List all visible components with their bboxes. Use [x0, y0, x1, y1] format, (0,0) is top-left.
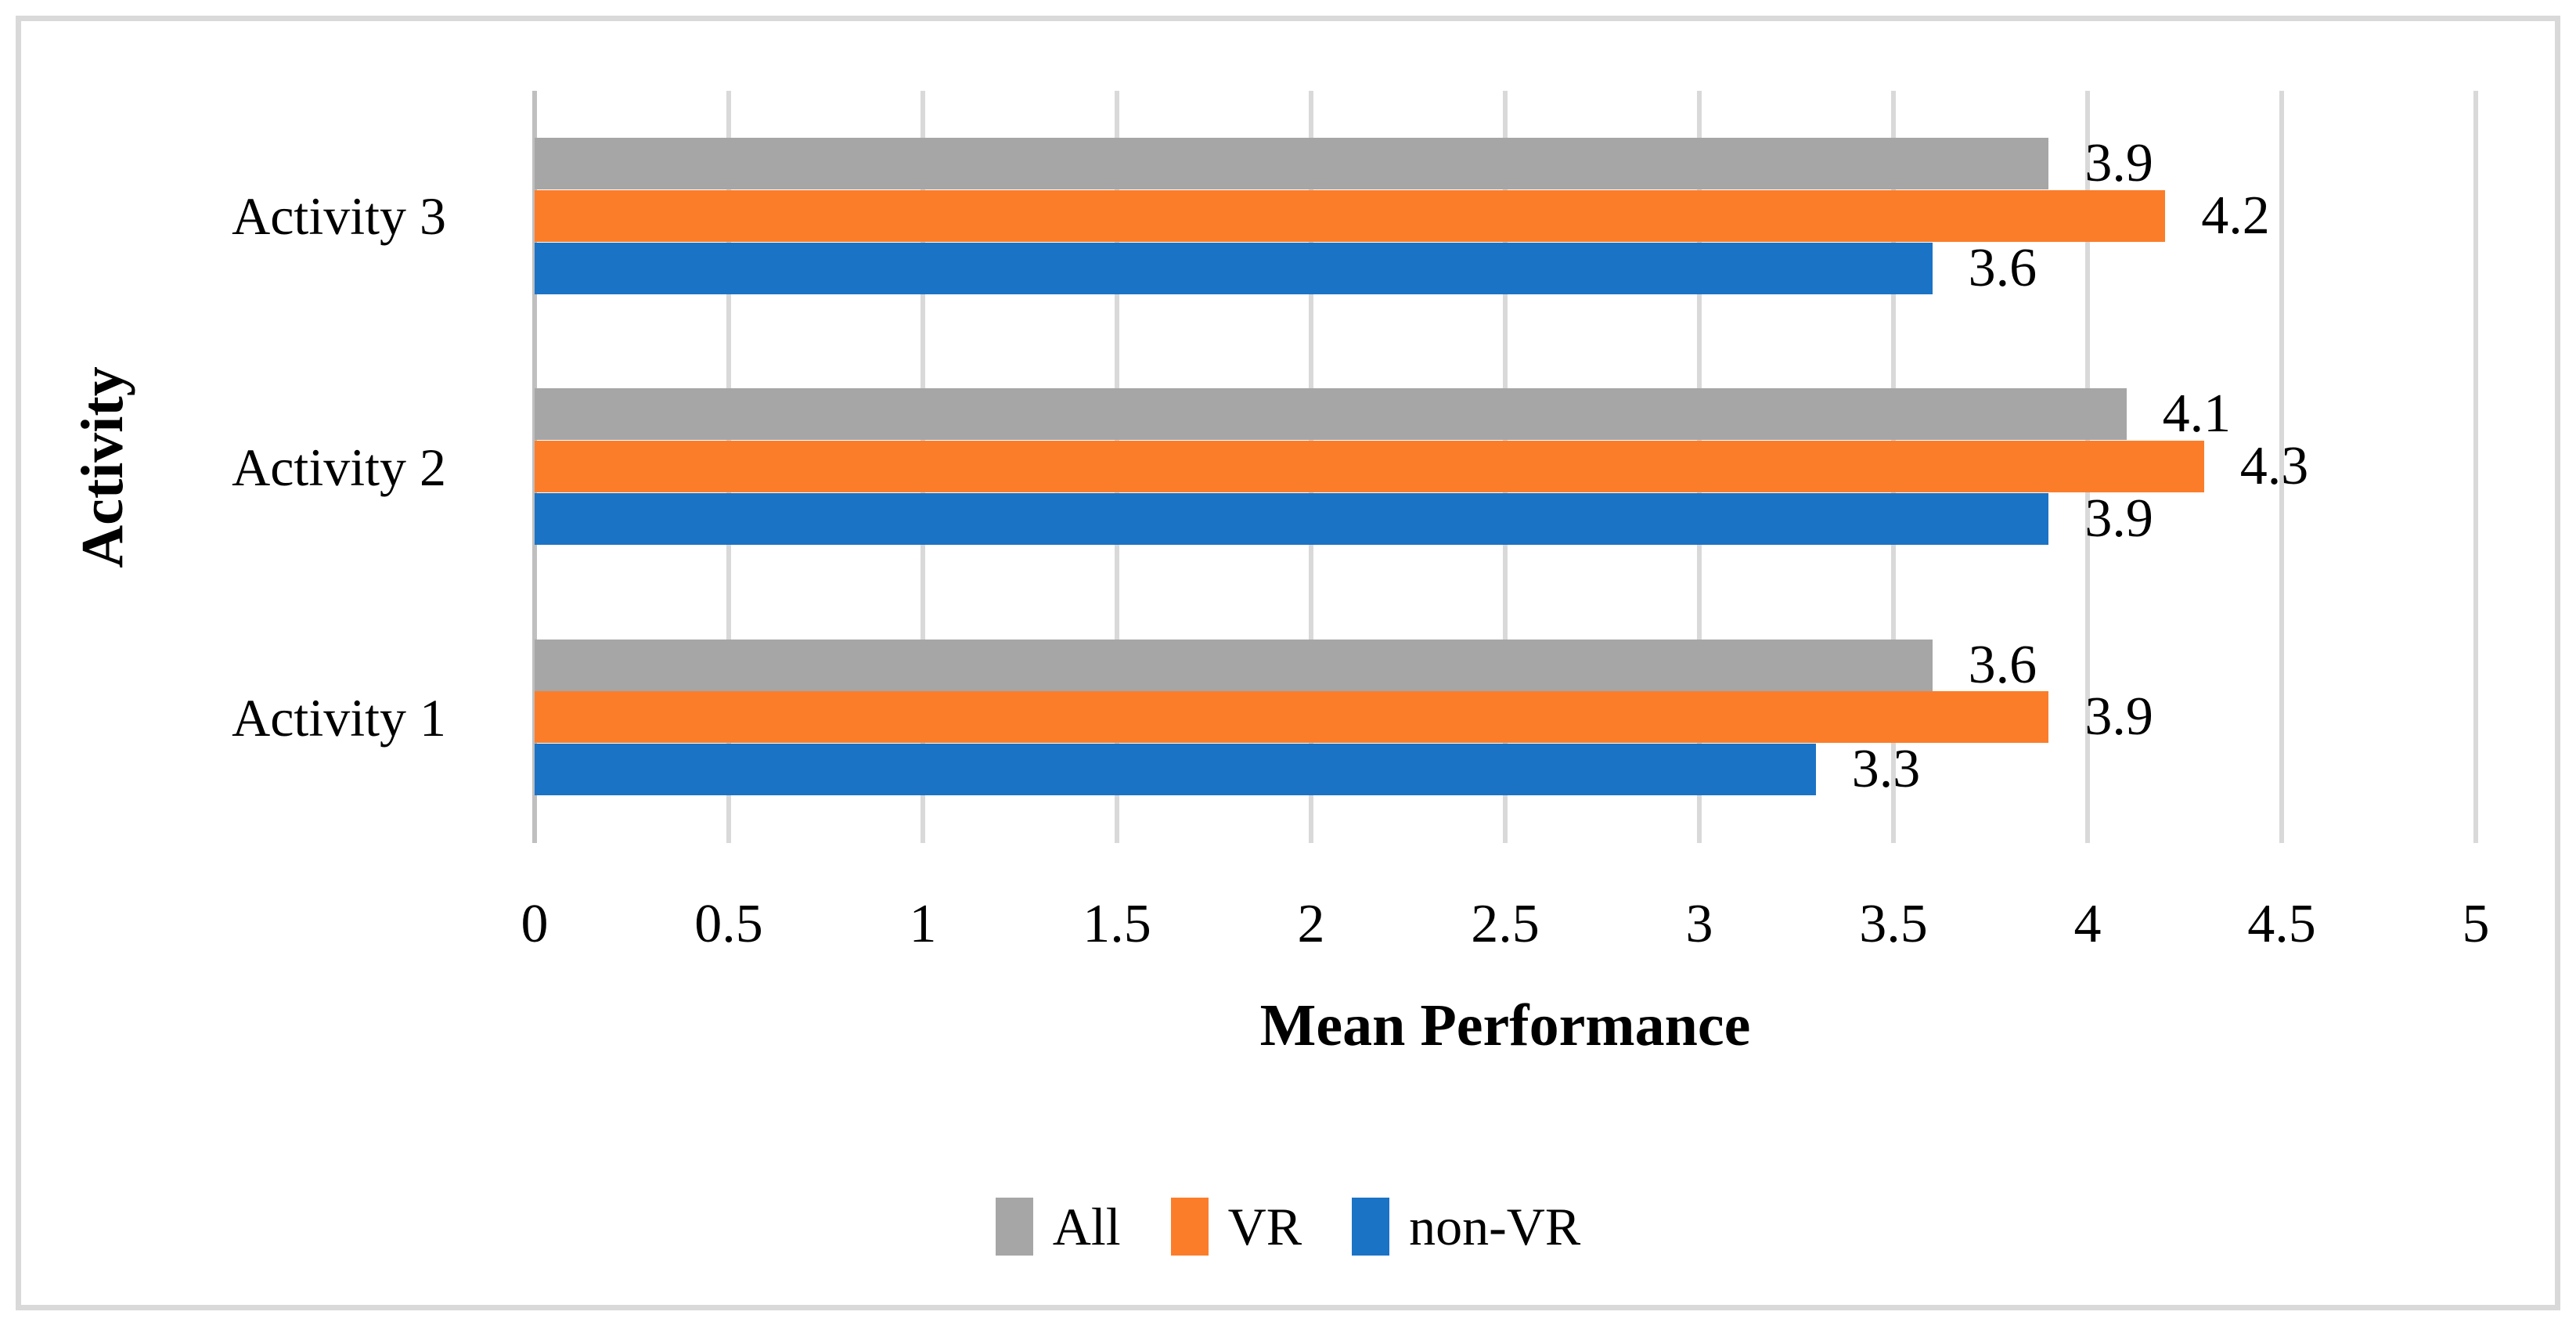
category-label-activity-3: Activity 3: [232, 186, 446, 247]
legend-item-all: All: [995, 1197, 1121, 1256]
legend-swatch-non-vr: [1352, 1198, 1390, 1256]
figure-frame-border: [16, 16, 2560, 1310]
data-label: 4.2: [2201, 185, 2270, 246]
bar-all-activity-3: [535, 137, 2049, 189]
bar-vr-activity-3: [535, 189, 2166, 242]
x-tick-label: 1: [909, 894, 937, 954]
bar-non-vr-activity-2: [535, 492, 2049, 545]
bar-non-vr-activity-1: [535, 744, 1816, 796]
bar-vr-activity-1: [535, 691, 2049, 744]
y-axis-title: Activity: [70, 366, 135, 568]
bar-all-activity-1: [535, 639, 1933, 691]
x-tick-label: 2.5: [1471, 894, 1540, 954]
x-tick-label: 4.5: [2247, 894, 2316, 954]
x-tick-label: 2: [1297, 894, 1325, 954]
x-tick-label: 3: [1685, 894, 1713, 954]
legend-label: All: [1052, 1197, 1121, 1256]
data-label: 3.9: [2084, 686, 2153, 748]
category-label-activity-1: Activity 1: [232, 687, 446, 748]
category-label-activity-2: Activity 2: [232, 437, 446, 497]
gridline: [2473, 91, 2478, 843]
data-label: 4.1: [2162, 384, 2232, 445]
legend: All VR non-VR: [0, 1193, 2576, 1260]
legend-item-non-vr: non-VR: [1352, 1198, 1580, 1256]
x-axis-title: Mean Performance: [1259, 993, 1751, 1058]
x-tick-label: 0.5: [694, 894, 763, 954]
legend-item-vr: VR: [1170, 1197, 1302, 1256]
bar-non-vr-activity-3: [535, 242, 1933, 294]
plot-area: 3.9 4.2 3.6 4.1 4.3 3.9 3.6 3.9 3.3: [532, 91, 2478, 843]
data-label: 4.3: [2239, 436, 2309, 497]
legend-label: non-VR: [1409, 1197, 1581, 1256]
data-label: 3.6: [1968, 634, 2037, 695]
data-label: 3.9: [2084, 132, 2153, 193]
legend-swatch-all: [995, 1198, 1033, 1256]
x-tick-label: 0: [521, 894, 549, 954]
x-tick-label: 1.5: [1083, 894, 1151, 954]
bar-all-activity-2: [535, 388, 2127, 441]
legend-swatch-vr: [1170, 1198, 1209, 1256]
data-label: 3.3: [1851, 739, 1921, 800]
data-label: 3.6: [1968, 237, 2037, 298]
x-tick-label: 4: [2073, 894, 2102, 954]
x-tick-label: 5: [2462, 894, 2490, 954]
data-label: 3.9: [2084, 488, 2153, 549]
legend-label: VR: [1227, 1197, 1302, 1256]
gridline: [2279, 91, 2284, 843]
bar-vr-activity-2: [535, 441, 2204, 493]
x-tick-label: 3.5: [1859, 894, 1928, 954]
